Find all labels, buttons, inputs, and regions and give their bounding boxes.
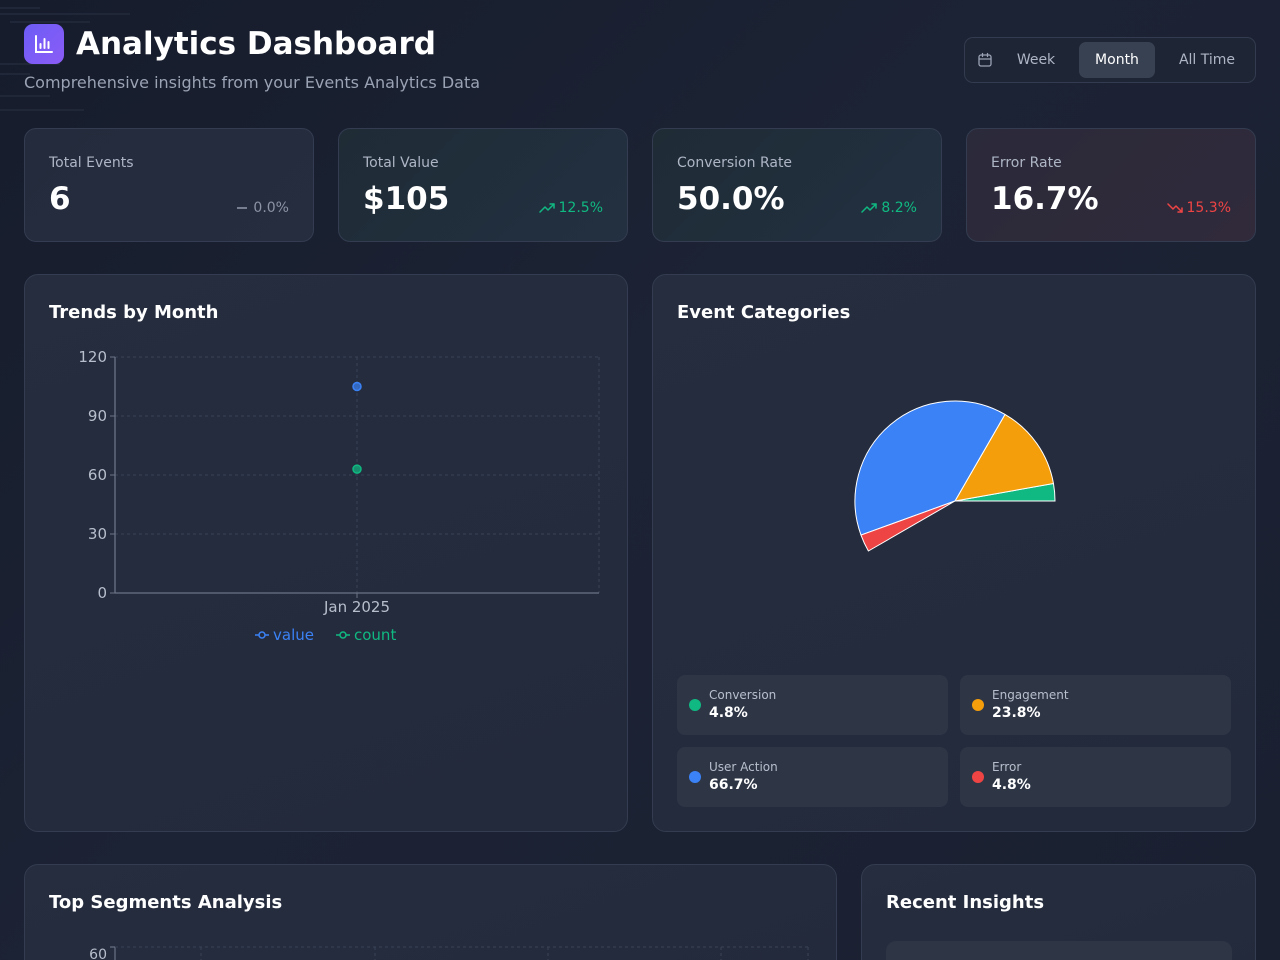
range-week-button[interactable]: Week: [1016, 52, 1056, 68]
data-point-value: [352, 381, 362, 392]
kpi-delta-value: 15.3%: [1186, 200, 1231, 216]
trending-up-icon: [538, 203, 555, 213]
legend-dot: [689, 699, 701, 711]
kpi-delta-value: 8.2%: [881, 200, 917, 216]
legend-pct: 66.7%: [709, 777, 758, 793]
kpi-value: 6: [49, 181, 71, 217]
kpi-value: 50.0%: [677, 181, 785, 217]
pie-slice-engagement: [954, 413, 1055, 502]
time-range-selector: Week Month All Time: [964, 37, 1256, 83]
legend-item-error: Error 4.8%: [960, 747, 1231, 807]
y-tick-label: 90: [88, 407, 107, 425]
segments-card: Top Segments Analysis 60: [24, 864, 837, 960]
trends-card: Trends by Month 0 30 60 90 120 Jan 2025 value c…: [24, 274, 628, 832]
data-point-count: [352, 464, 362, 474]
kpi-delta-value: 0.0%: [253, 200, 289, 216]
kpi-label: Total Value: [363, 155, 439, 171]
legend-dot: [972, 699, 984, 711]
kpi-value: 16.7%: [991, 181, 1099, 217]
trends-title: Trends by Month: [49, 302, 219, 323]
legend-label: value: [273, 626, 314, 644]
range-month-button[interactable]: Month: [1079, 42, 1155, 78]
minus-icon: [237, 207, 248, 209]
calendar-icon: [978, 52, 992, 67]
y-tick-label: 60: [88, 466, 107, 484]
y-tick-label: 120: [78, 348, 107, 366]
legend-pct: 23.8%: [992, 705, 1041, 721]
kpi-card-error-rate: Error Rate 16.7% 15.3%: [966, 128, 1256, 242]
app-logo: [24, 24, 64, 64]
segments-y-tick: 60: [89, 947, 107, 960]
legend-name: User Action: [709, 760, 778, 774]
pie-slice-user-action: [854, 400, 1006, 536]
kpi-delta-value: 12.5%: [558, 200, 603, 216]
kpi-card-total-value: Total Value $105 12.5%: [338, 128, 628, 242]
y-tick-label: 0: [97, 584, 107, 602]
legend-name: Conversion: [709, 688, 777, 702]
kpi-value: $105: [363, 181, 450, 217]
legend-marker: [258, 631, 266, 639]
segments-chart: 60: [89, 946, 809, 960]
segments-title: Top Segments Analysis: [49, 892, 283, 913]
categories-title: Event Categories: [677, 302, 851, 323]
legend-dot: [972, 771, 984, 783]
kpi-card-total-events: Total Events 6 0.0%: [24, 128, 314, 242]
pie-slice-error: [860, 500, 956, 552]
kpi-label: Conversion Rate: [677, 155, 793, 171]
legend-name: Error: [992, 760, 1022, 774]
legend-dot: [689, 771, 701, 783]
legend-name: Engagement: [992, 688, 1069, 702]
trending-down-icon: [1166, 203, 1183, 213]
range-all-time-button[interactable]: All Time: [1178, 52, 1236, 68]
x-tick-label: Jan 2025: [323, 598, 390, 616]
insight-item[interactable]: [886, 941, 1232, 960]
trending-up-icon: [861, 203, 878, 213]
insights-title: Recent Insights: [886, 892, 1045, 913]
legend-marker: [339, 631, 347, 639]
kpi-delta: 8.2%: [861, 200, 917, 216]
kpi-card-conversion-rate: Conversion Rate 50.0% 8.2%: [652, 128, 942, 242]
trends-chart: 0 30 60 90 120 Jan 2025 value count: [78, 348, 600, 644]
y-tick-label: 30: [88, 525, 107, 543]
legend-pct: 4.8%: [992, 777, 1031, 793]
page-title: Analytics Dashboard: [76, 26, 436, 62]
legend-label: count: [354, 626, 396, 644]
kpi-delta: 0.0%: [235, 200, 289, 216]
page-subtitle: Comprehensive insights from your Events …: [24, 73, 481, 92]
legend-item-user-action: User Action 66.7%: [677, 747, 948, 807]
kpi-delta: 12.5%: [538, 200, 603, 216]
kpi-delta: 15.3%: [1166, 200, 1231, 216]
kpi-label: Total Events: [49, 155, 134, 171]
insights-card: Recent Insights: [861, 864, 1256, 960]
legend-item-engagement: Engagement 23.8%: [960, 675, 1231, 735]
bar-chart-icon: [35, 35, 53, 53]
decorative-lines: [0, 7, 130, 111]
legend-pct: 4.8%: [709, 705, 748, 721]
kpi-label: Error Rate: [991, 155, 1062, 171]
header: Analytics Dashboard Comprehensive insigh…: [24, 24, 1256, 104]
categories-card: Event Categories Conversion 4.8% Engagem…: [652, 274, 1256, 832]
legend-item-conversion: Conversion 4.8%: [677, 675, 948, 735]
categories-pie-chart: [854, 400, 1056, 552]
